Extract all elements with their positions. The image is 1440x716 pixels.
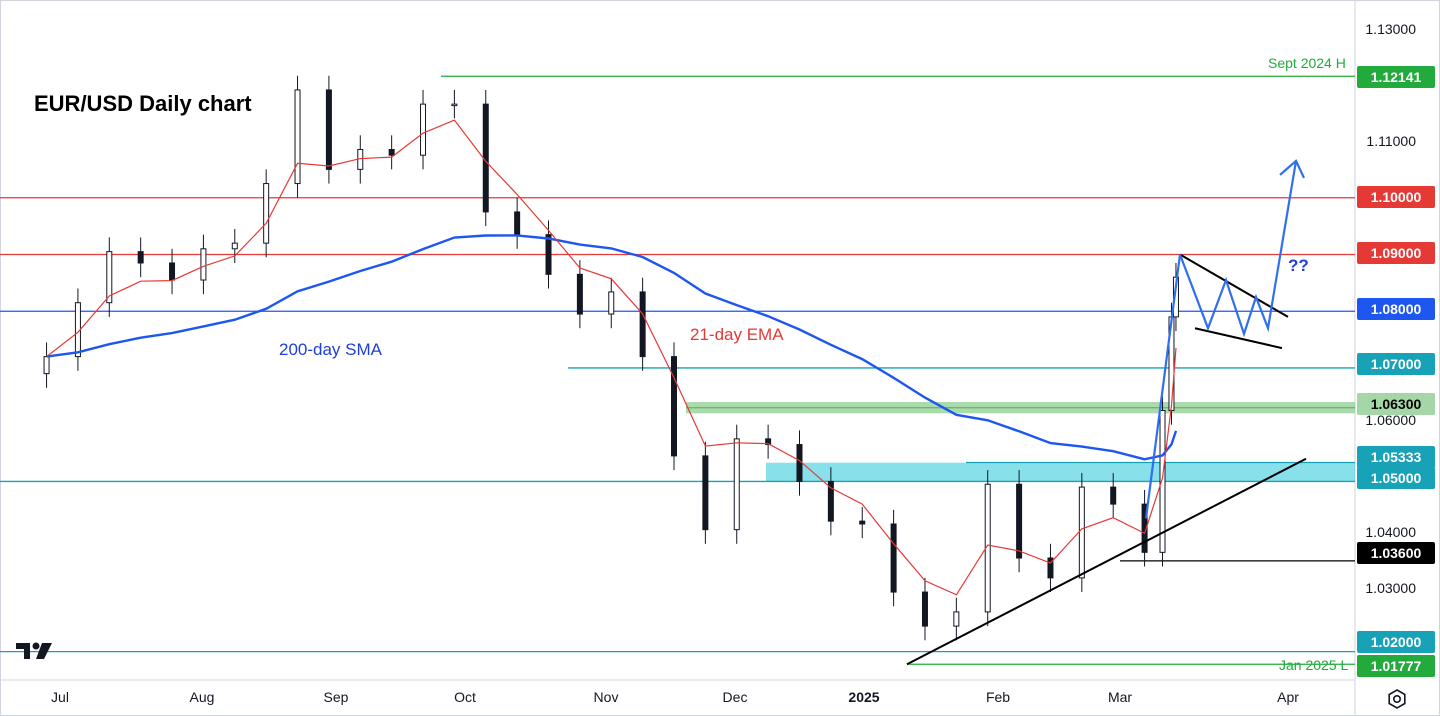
candle-body [43,356,50,375]
candle-body [1141,503,1148,553]
candle-body [1110,486,1117,505]
candle-body [1047,557,1054,579]
candle-body [263,183,270,244]
candle-body [890,523,897,593]
candle-body [608,291,615,315]
candle-body [106,251,113,304]
candle-body [921,591,928,627]
price-tag-1-07000: 1.07000 [1357,353,1435,375]
price-tag-1-09000: 1.09000 [1357,242,1435,264]
candle-body [231,242,238,250]
x-tick: Oct [454,689,476,705]
candle-body [702,455,709,531]
candle-body [639,291,646,358]
jan-low-note: Jan 2025 L [1279,657,1349,673]
sma-200-line [46,234,1178,461]
price-tag-1-12141: 1.12141 [1357,66,1435,88]
candle-body [796,444,803,482]
candle-body [1159,410,1166,553]
flag-upper-line [1179,253,1289,318]
x-tick: Feb [985,689,1011,705]
candle-body [482,103,489,213]
price-tag-1-08000: 1.08000 [1357,298,1435,320]
candle-body [169,262,176,281]
candle-body [200,248,207,281]
candle-body [733,438,740,531]
candle-body [1078,486,1085,579]
candle-body [859,520,866,525]
projection-arrowhead [1279,159,1305,179]
candle-body [137,251,144,264]
sept-high-note: Sept 2024 H [1268,55,1346,71]
price-tag-1-02000: 1.02000 [1357,631,1435,653]
y-tick: 1.04000 [1365,524,1416,540]
price-tag-1-03600: 1.03600 [1357,542,1435,564]
candle-body [545,234,552,275]
x-tick: Aug [189,689,215,705]
x-tick: Jul [51,689,69,705]
settings-gear-icon[interactable] [1385,687,1409,716]
chart-title: EUR/USD Daily chart [34,91,252,116]
y-tick: 1.11000 [1366,133,1416,149]
question-annotation: ?? [1288,256,1309,275]
y-tick: 1.06000 [1365,412,1416,428]
x-tick: Mar [1107,689,1133,705]
price-tag-1-06300: 1.06300 [1357,393,1435,415]
price-tag-1-05333: 1.05333 [1357,446,1435,468]
x-tick: Sep [323,689,349,705]
candle-body [388,149,395,156]
candle-body [671,356,677,457]
candle-body [451,103,458,107]
candle-body [420,103,427,156]
rising-trendline [906,457,1307,666]
ema-label: 21-day EMA [690,325,784,344]
price-tag-1-05000: 1.05000 [1357,467,1435,489]
x-tick: Nov [593,689,619,705]
flag-lower-line [1194,327,1283,350]
x-tick: Apr [1277,689,1299,705]
y-tick: 1.03000 [1365,580,1416,596]
support-zone [766,462,1355,482]
projected-path [1144,160,1298,519]
candle-body [1016,483,1023,559]
candle-body [827,480,834,522]
price-tag-1-01777: 1.01777 [1357,655,1435,677]
tradingview-logo[interactable] [16,640,54,667]
ema-21-line [46,119,1177,596]
x-tick: Dec [722,689,748,705]
candle-body [576,273,583,315]
candle-body [953,611,960,627]
x-tick: 2025 [848,689,880,705]
candle-body [325,89,332,170]
candle-body [514,211,521,236]
sma-label: 200-day SMA [279,340,382,359]
y-tick: 1.13000 [1365,21,1416,37]
candle-body [294,89,301,185]
candle-body [765,438,772,446]
price-tag-1-10000: 1.10000 [1357,186,1435,208]
